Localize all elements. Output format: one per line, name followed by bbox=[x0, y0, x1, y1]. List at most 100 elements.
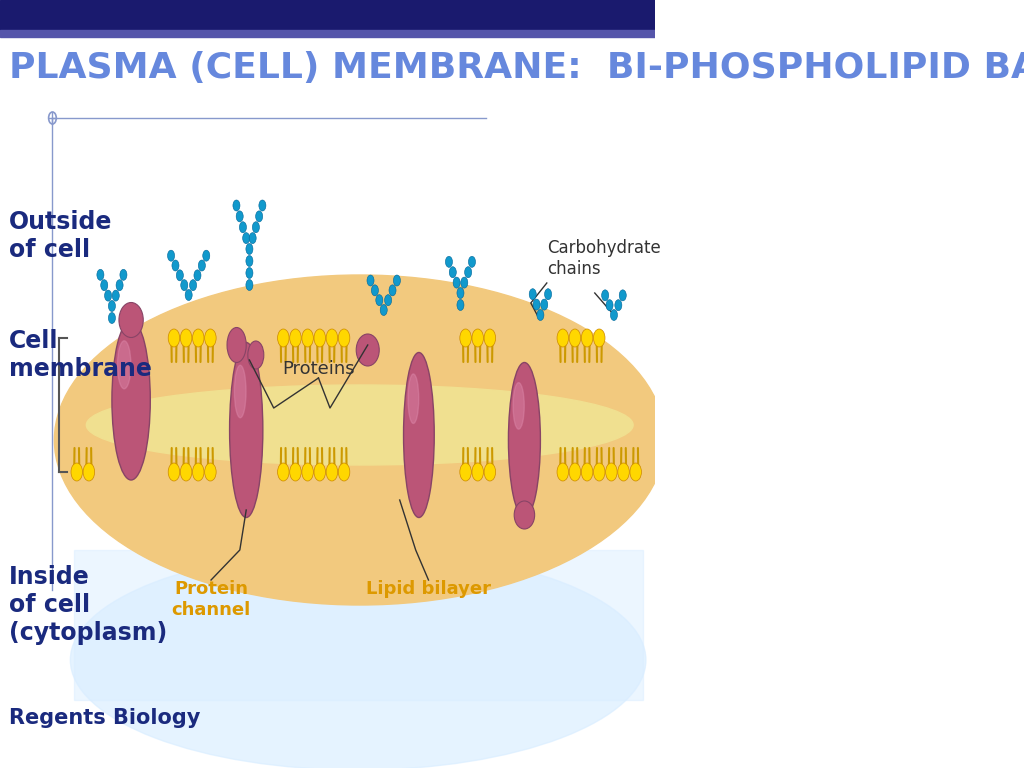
Ellipse shape bbox=[356, 334, 379, 366]
Circle shape bbox=[232, 200, 240, 211]
Circle shape bbox=[193, 463, 204, 481]
Circle shape bbox=[180, 463, 191, 481]
Circle shape bbox=[338, 329, 350, 347]
Circle shape bbox=[240, 222, 247, 233]
Circle shape bbox=[256, 211, 263, 222]
Circle shape bbox=[327, 463, 338, 481]
Circle shape bbox=[83, 463, 94, 481]
Circle shape bbox=[172, 260, 179, 271]
Circle shape bbox=[372, 285, 379, 296]
Circle shape bbox=[472, 329, 483, 347]
Circle shape bbox=[120, 270, 127, 280]
Circle shape bbox=[453, 277, 460, 288]
Circle shape bbox=[393, 275, 400, 286]
Ellipse shape bbox=[403, 353, 434, 518]
Ellipse shape bbox=[119, 303, 143, 337]
Circle shape bbox=[180, 329, 191, 347]
Circle shape bbox=[278, 329, 289, 347]
Circle shape bbox=[606, 300, 613, 311]
Bar bbox=[74, 550, 643, 700]
Circle shape bbox=[314, 329, 326, 347]
Text: Protein
channel: Protein channel bbox=[171, 580, 251, 619]
Ellipse shape bbox=[86, 385, 633, 465]
Circle shape bbox=[194, 270, 201, 281]
Circle shape bbox=[100, 280, 108, 291]
Circle shape bbox=[582, 329, 593, 347]
Circle shape bbox=[569, 329, 581, 347]
Bar bbox=[0, 0, 655, 30]
Circle shape bbox=[109, 313, 116, 323]
Text: Regents Biology: Regents Biology bbox=[9, 708, 201, 728]
Circle shape bbox=[541, 299, 548, 310]
Text: Inside
of cell
(cytoplasm): Inside of cell (cytoplasm) bbox=[9, 565, 167, 644]
Circle shape bbox=[168, 463, 179, 481]
Circle shape bbox=[327, 329, 338, 347]
Circle shape bbox=[484, 329, 496, 347]
Circle shape bbox=[259, 200, 266, 211]
Circle shape bbox=[189, 280, 197, 290]
Circle shape bbox=[109, 300, 116, 312]
Ellipse shape bbox=[248, 341, 264, 369]
Ellipse shape bbox=[227, 327, 246, 362]
Circle shape bbox=[450, 266, 457, 278]
Circle shape bbox=[104, 290, 112, 301]
Circle shape bbox=[97, 270, 103, 280]
Circle shape bbox=[468, 257, 475, 267]
Text: Lipid bilayer: Lipid bilayer bbox=[366, 580, 490, 598]
Circle shape bbox=[168, 250, 174, 261]
Circle shape bbox=[302, 329, 313, 347]
Circle shape bbox=[314, 463, 326, 481]
Circle shape bbox=[246, 256, 253, 266]
Circle shape bbox=[460, 329, 471, 347]
Ellipse shape bbox=[118, 341, 131, 389]
Bar bbox=[0, 30, 655, 37]
Circle shape bbox=[529, 289, 537, 300]
Circle shape bbox=[557, 329, 568, 347]
Circle shape bbox=[605, 463, 617, 481]
Circle shape bbox=[569, 463, 581, 481]
Ellipse shape bbox=[71, 550, 646, 768]
Circle shape bbox=[380, 304, 387, 316]
Circle shape bbox=[461, 277, 468, 288]
Text: PLASMA (CELL) MEMBRANE:  BI-PHOSPHOLIPID BARRIER: PLASMA (CELL) MEMBRANE: BI-PHOSPHOLIPID … bbox=[9, 51, 1024, 85]
Ellipse shape bbox=[54, 275, 666, 605]
Circle shape bbox=[367, 275, 374, 286]
Circle shape bbox=[389, 285, 396, 296]
Circle shape bbox=[278, 463, 289, 481]
Circle shape bbox=[252, 222, 259, 233]
Circle shape bbox=[181, 280, 187, 290]
Circle shape bbox=[617, 463, 630, 481]
Circle shape bbox=[594, 463, 605, 481]
Circle shape bbox=[602, 290, 608, 301]
Circle shape bbox=[557, 463, 568, 481]
Circle shape bbox=[71, 463, 83, 481]
Circle shape bbox=[199, 260, 206, 271]
Circle shape bbox=[185, 290, 193, 300]
Circle shape bbox=[203, 250, 210, 261]
Circle shape bbox=[302, 463, 313, 481]
Circle shape bbox=[246, 243, 253, 254]
Circle shape bbox=[376, 295, 383, 306]
Circle shape bbox=[290, 329, 301, 347]
Circle shape bbox=[113, 290, 119, 301]
Ellipse shape bbox=[234, 366, 246, 418]
Text: Cell
membrane: Cell membrane bbox=[9, 329, 152, 381]
Circle shape bbox=[465, 266, 472, 278]
Text: Outside
of cell: Outside of cell bbox=[9, 210, 113, 262]
Circle shape bbox=[237, 211, 244, 222]
Circle shape bbox=[620, 290, 627, 301]
Circle shape bbox=[249, 233, 256, 243]
Circle shape bbox=[168, 329, 179, 347]
Circle shape bbox=[385, 295, 391, 306]
Ellipse shape bbox=[229, 343, 263, 518]
Circle shape bbox=[457, 287, 464, 299]
Circle shape bbox=[205, 329, 216, 347]
Circle shape bbox=[534, 299, 540, 310]
Circle shape bbox=[594, 329, 605, 347]
Circle shape bbox=[460, 463, 471, 481]
Ellipse shape bbox=[513, 382, 524, 429]
Circle shape bbox=[545, 289, 552, 300]
Circle shape bbox=[614, 300, 622, 311]
Circle shape bbox=[537, 310, 544, 320]
Circle shape bbox=[484, 463, 496, 481]
